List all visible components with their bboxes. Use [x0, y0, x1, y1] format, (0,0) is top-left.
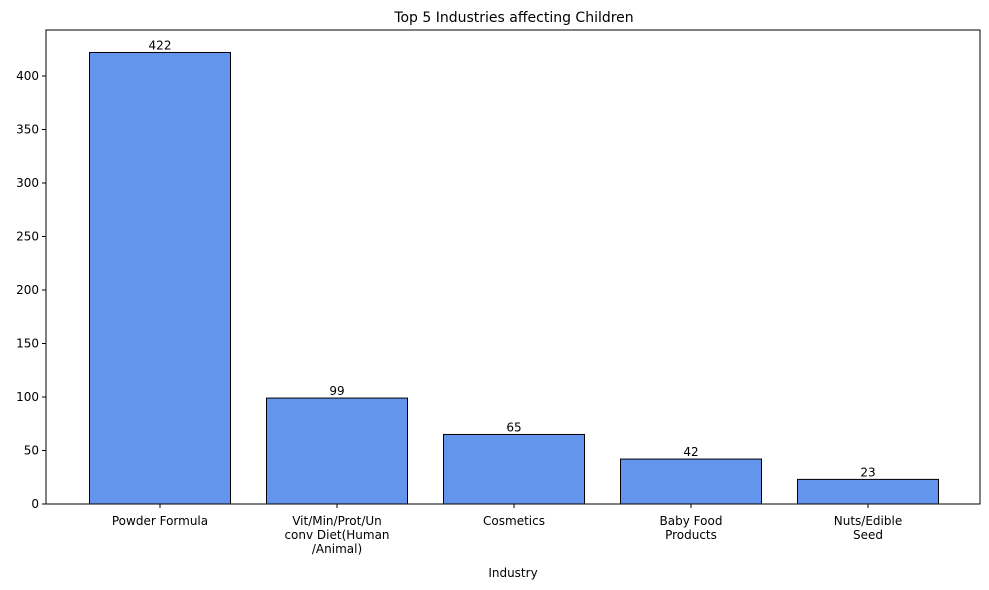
chart-title: Top 5 Industries affecting Children	[393, 10, 633, 26]
y-tick-label-5: 200	[16, 283, 39, 297]
y-tick-label-8: 350	[16, 123, 39, 137]
bar-3	[443, 433, 585, 505]
y-tick-label-1: 0	[31, 497, 39, 511]
plot-frame	[45, 29, 981, 505]
data-label-5: 23	[860, 465, 875, 479]
bar-4	[620, 458, 762, 505]
y-tick-label-6: 250	[16, 230, 39, 244]
bar-1	[89, 51, 231, 505]
y-tick-label-3: 100	[16, 390, 39, 404]
x-axis: Powder Formula Vit/Min/Prot/Un conv Diet(H…	[112, 504, 902, 556]
y-tick-label-2: 50	[24, 444, 39, 458]
x-tick-label-2: Vit/Min/Prot/Un conv Diet(Human/Animal)	[284, 514, 389, 556]
data-labels-group: 422 99 65 42 23	[149, 38, 876, 479]
data-label-1: 422	[149, 38, 172, 52]
bars-group	[89, 51, 939, 505]
data-label-3: 65	[506, 420, 521, 434]
x-tick-label-4: Baby Food Products	[660, 514, 723, 542]
x-tick-label-1: Powder Formula	[112, 514, 208, 528]
data-label-2: 99	[329, 384, 344, 398]
x-tick-label-5: Nuts/Edible Seed	[834, 514, 902, 542]
bar-5	[797, 478, 939, 505]
y-tick-label-4: 150	[16, 337, 39, 351]
x-tick-label-3: Cosmetics	[483, 514, 545, 528]
x-axis-label: Industry	[488, 566, 537, 580]
data-label-4: 42	[683, 445, 698, 459]
y-tick-label-7: 300	[16, 176, 39, 190]
y-tick-label-9: 400	[16, 69, 39, 83]
y-axis: 0 50 100 150 200 250 300 350 400	[16, 69, 46, 511]
bar-2	[266, 397, 408, 505]
